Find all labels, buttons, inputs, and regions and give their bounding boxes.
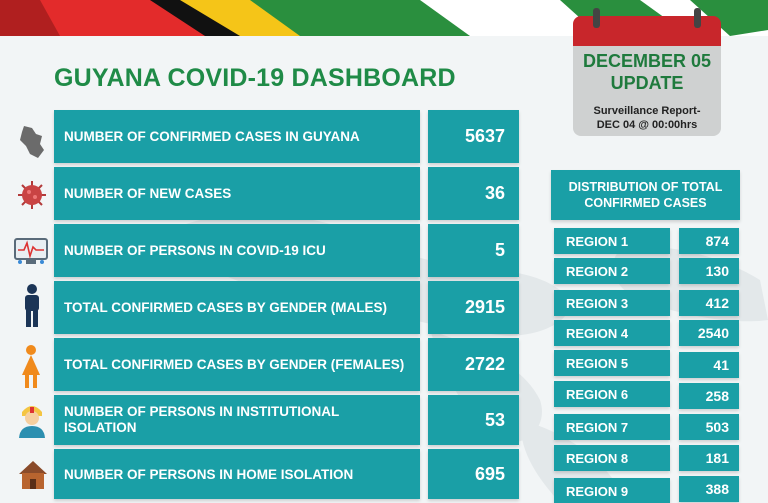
dashboard-title: GUYANA COVID-19 DASHBOARD: [54, 64, 456, 92]
region-label: REGION 7: [554, 414, 670, 440]
region-label: REGION 8: [554, 445, 670, 471]
stat-value-institutional-isolation: 53: [428, 395, 519, 445]
stat-label-new-cases: NUMBER OF NEW CASES: [54, 167, 420, 220]
calendar-ring-icon: [694, 8, 701, 28]
region-value: 388: [679, 476, 739, 502]
region-value: 503: [679, 414, 739, 440]
report-subtitle: Surveillance Report- DEC 04 @ 00:00hrs: [573, 104, 721, 132]
stat-label-home-isolation: NUMBER OF PERSONS IN HOME ISOLATION: [54, 449, 420, 499]
stat-label-males: TOTAL CONFIRMED CASES BY GENDER (MALES): [54, 281, 420, 334]
nurse-icon: [19, 406, 45, 438]
region-value: 258: [679, 383, 739, 409]
virus-icon: [18, 181, 46, 209]
report-subtitle-line1: Surveillance Report-: [593, 105, 701, 117]
stat-value-icu: 5: [428, 224, 519, 277]
region-value: 181: [679, 445, 739, 471]
region-label: REGION 1: [554, 228, 670, 254]
region-label: REGION 2: [554, 258, 670, 284]
male-icon: [25, 284, 39, 327]
icu-monitor-icon: [14, 238, 48, 264]
stat-value-home-isolation: 695: [428, 449, 519, 499]
region-label: REGION 6: [554, 381, 670, 407]
region-value: 41: [679, 352, 739, 378]
region-label: REGION 9: [554, 478, 670, 503]
region-label: REGION 3: [554, 290, 670, 316]
region-value: 874: [679, 228, 739, 254]
stat-value-females: 2722: [428, 338, 519, 391]
house-icon: [19, 461, 47, 489]
calendar-ring-icon: [593, 8, 600, 28]
guyana-map-icon: [20, 126, 44, 158]
stat-value-new-cases: 36: [428, 167, 519, 220]
stat-label-females: TOTAL CONFIRMED CASES BY GENDER (FEMALES…: [54, 338, 420, 391]
distribution-heading-line2: CONFIRMED CASES: [584, 196, 707, 210]
female-icon: [22, 345, 40, 388]
region-label: REGION 4: [554, 320, 670, 346]
update-calendar: DECEMBER 05 UPDATE Surveillance Report- …: [573, 8, 721, 136]
report-subtitle-line2: DEC 04 @ 00:00hrs: [596, 119, 698, 131]
stat-value-males: 2915: [428, 281, 519, 334]
distribution-heading: DISTRIBUTION OF TOTAL CONFIRMED CASES: [551, 170, 740, 220]
distribution-heading-line1: DISTRIBUTION OF TOTAL: [568, 180, 723, 194]
update-label: UPDATE: [610, 73, 684, 93]
region-label: REGION 5: [554, 350, 670, 376]
region-value: 2540: [679, 320, 739, 346]
region-value: 412: [679, 290, 739, 316]
stat-value-confirmed-cases: 5637: [428, 110, 519, 163]
region-value: 130: [679, 258, 739, 284]
stat-label-icu: NUMBER OF PERSONS IN COVID-19 ICU: [54, 224, 420, 277]
calendar-body: DECEMBER 05 UPDATE Surveillance Report- …: [573, 46, 721, 136]
stat-label-institutional-isolation: NUMBER OF PERSONS IN INSTITUTIONAL ISOLA…: [54, 395, 420, 445]
stat-label-confirmed-cases: NUMBER OF CONFIRMED CASES IN GUYANA: [54, 110, 420, 163]
update-date: DECEMBER 05: [582, 51, 712, 71]
